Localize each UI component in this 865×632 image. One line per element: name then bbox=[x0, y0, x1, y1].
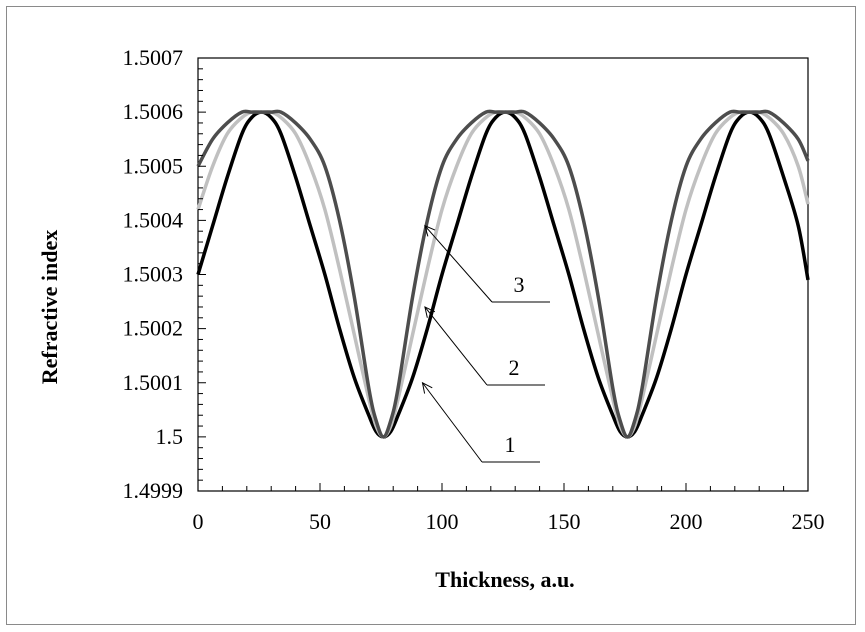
y-tick-label: 1.5005 bbox=[123, 153, 184, 178]
y-tick-label: 1.5002 bbox=[123, 316, 184, 341]
series-group bbox=[196, 109, 810, 439]
annotation-arrowhead bbox=[421, 381, 433, 394]
y-axis: 1.4999 1.5 1.5001 1.5002 1.5003 1.5004 1.5005 1… bbox=[123, 45, 206, 503]
annotation-leader bbox=[422, 382, 483, 463]
x-axis-title: Thickness, a.u. bbox=[435, 567, 574, 592]
x-tick-label: 0 bbox=[193, 509, 204, 534]
x-tick-label: 200 bbox=[670, 509, 703, 534]
y-axis-title: Refractive index bbox=[37, 230, 62, 385]
annotation-arrowhead bbox=[424, 224, 436, 237]
y-tick-label: 1.5007 bbox=[123, 45, 184, 70]
annotation-label-2: 2 bbox=[509, 355, 520, 380]
y-tick-label: 1.4999 bbox=[123, 478, 184, 503]
annotation-label-3: 3 bbox=[514, 272, 525, 297]
y-tick-label: 1.5001 bbox=[123, 370, 184, 395]
y-tick-label: 1.5003 bbox=[123, 262, 184, 287]
annotation-leader bbox=[424, 225, 493, 303]
y-tick-label: 1.5 bbox=[156, 424, 184, 449]
x-tick-label: 100 bbox=[426, 509, 459, 534]
x-tick-label: 50 bbox=[309, 509, 331, 534]
annotation-label-1: 1 bbox=[505, 432, 516, 457]
series-line-3 bbox=[196, 109, 810, 439]
y-tick-label: 1.5004 bbox=[123, 207, 184, 232]
annotation-arrowhead bbox=[424, 306, 436, 318]
x-axis: 0 50 100 150 200 250 bbox=[193, 483, 825, 534]
x-tick-label: 150 bbox=[548, 509, 581, 534]
series-line-1 bbox=[196, 110, 810, 439]
y-tick-label: 1.5006 bbox=[123, 99, 184, 124]
x-tick-label: 250 bbox=[792, 509, 825, 534]
annotations: 1 2 3 bbox=[421, 224, 550, 463]
annotation-leader bbox=[424, 306, 488, 386]
